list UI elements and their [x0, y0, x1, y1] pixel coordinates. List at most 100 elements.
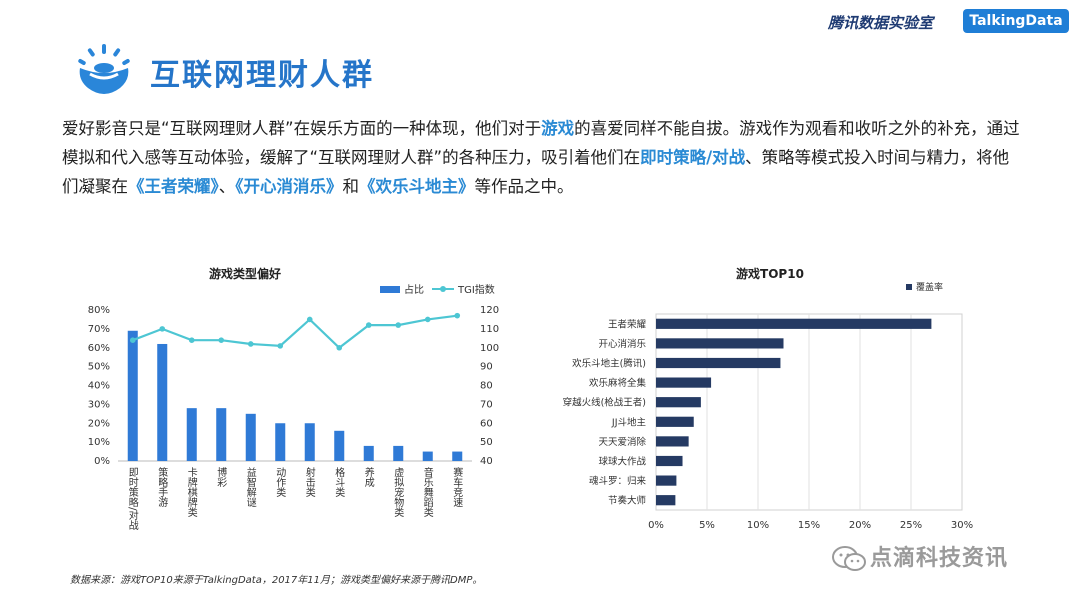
highlight-text: 《开心消消乐》	[235, 177, 343, 196]
intro-text: 和	[342, 177, 360, 196]
chart-title: 游戏类型偏好	[209, 266, 281, 281]
y-tick-label: 穿越火线(枪战王者)	[563, 397, 646, 409]
legend-swatch-bar	[380, 286, 400, 293]
tgi-point	[306, 316, 313, 323]
bar	[656, 416, 694, 427]
tgi-point	[218, 337, 225, 343]
watermark: 点滴科技资讯	[832, 540, 1008, 572]
x-tick-label: 射击类	[303, 467, 315, 498]
highlight-text: 游戏	[541, 119, 575, 138]
intro-text: 的喜爱同样不能自拔。游戏作为观看和收听之外的补充，通过模拟和代入感等互动体验，缓…	[62, 119, 1020, 167]
legend-swatch	[906, 284, 912, 290]
y-left-tick-label: 40%	[88, 381, 110, 392]
y-left-tick-label: 70%	[88, 324, 110, 335]
brand-name: 腾讯数据实验室	[828, 14, 934, 32]
highlight-text: 即时策略/对战	[640, 148, 746, 167]
bar	[656, 475, 677, 486]
y-left-tick-label: 30%	[88, 399, 110, 410]
page-title: 互联网理财人群	[150, 58, 374, 93]
legend-label: 占比	[404, 283, 424, 296]
x-tick-label: 0%	[648, 520, 664, 531]
y-right-tick-label: 110	[480, 324, 499, 335]
game-top10-chart: 游戏TOP10 覆盖率 0% 5% 10% 15% 20% 25% 30% 王者荣耀开心消消乐欢乐…	[563, 266, 974, 531]
y-right-tick-label: 80	[480, 381, 493, 392]
legend-label: 覆盖率	[916, 281, 943, 293]
y-tick-label: 球球大作战	[598, 456, 646, 468]
y-right-tick-label: 40	[480, 456, 493, 467]
tgi-line	[132, 314, 458, 350]
tgi-point	[129, 337, 136, 343]
bar	[275, 423, 286, 461]
bar	[157, 343, 168, 461]
bar	[656, 377, 712, 388]
highlight-text: 《欢乐斗地主》	[359, 177, 475, 196]
tgi-point	[395, 322, 402, 328]
x-tick-label: 15%	[798, 520, 820, 531]
x-tick-label: 赛车竞速	[451, 466, 463, 507]
intro-text: 、策略等模式投入时间与精力，将他们凝聚在	[62, 148, 1010, 196]
x-tick-label: 养成	[362, 466, 374, 488]
tgi-point	[454, 312, 461, 319]
chart-title: 游戏TOP10	[736, 266, 804, 281]
x-tick-label: 格斗类	[333, 466, 345, 498]
intro-text: 等作品之中。	[474, 177, 574, 196]
y-left-tick-label: 20%	[88, 418, 110, 429]
source-note: 数据来源：游戏TOP10来源于TalkingData，2017年11月；游戏类型…	[70, 575, 483, 586]
wechat-icon	[832, 546, 866, 571]
x-tick-label: 25%	[900, 520, 922, 531]
x-tick-label: 即时策略/对战	[126, 467, 138, 531]
y-tick-label: 欢乐麻将全集	[589, 377, 647, 389]
tgi-point	[188, 337, 195, 343]
y-left-tick-label: 0%	[94, 456, 110, 467]
bar	[656, 436, 689, 447]
tgi-point	[365, 322, 372, 328]
watermark-text: 点滴科技资讯	[870, 546, 1009, 571]
y-tick-label: 节奏大师	[608, 495, 646, 507]
tgi-point	[277, 343, 284, 349]
bar	[334, 430, 345, 461]
x-tick-label: 益智解谜	[244, 466, 256, 508]
x-tick-label: 30%	[951, 520, 973, 531]
bar	[656, 357, 781, 369]
tgi-point	[159, 326, 166, 332]
y-right-tick-label: 90	[480, 362, 493, 373]
x-tick-label: 10%	[747, 520, 769, 531]
bar	[186, 408, 197, 461]
x-tick-label: 博彩	[215, 466, 227, 488]
bar	[452, 451, 463, 461]
y-right-tick-label: 70	[480, 399, 493, 410]
highlight-text: 《王者荣耀》	[128, 177, 219, 196]
intro-text: 爱好影音只是“互联网理财人群”在娱乐方面的一种体现，他们对于	[62, 119, 542, 138]
y-tick-label: 开心消消乐	[598, 338, 646, 350]
legend-marker	[440, 286, 446, 292]
x-tick-label: 卡牌棋牌类	[185, 466, 197, 518]
y-left-tick-label: 60%	[88, 343, 110, 354]
bar	[245, 413, 256, 461]
legend-label: TGI指数	[457, 283, 495, 296]
bar	[216, 408, 227, 461]
y-tick-label: 王者荣耀	[608, 318, 647, 330]
y-tick-label: 天天爱消除	[598, 436, 646, 448]
bar	[127, 330, 138, 461]
bar	[656, 455, 683, 467]
bar	[393, 445, 404, 461]
money-ingot-icon	[78, 44, 130, 94]
y-tick-label: JJ斗地主	[611, 416, 646, 428]
y-right-tick-label: 60	[480, 418, 493, 429]
x-tick-label: 5%	[699, 520, 715, 531]
bar	[363, 445, 374, 461]
intro-paragraph: 爱好影音只是“互联网理财人群”在娱乐方面的一种体现，他们对于游戏的喜爱同样不能自…	[62, 114, 1022, 201]
bar	[656, 318, 932, 329]
brand-badge: TalkingData	[963, 9, 1069, 33]
bar	[656, 338, 784, 349]
y-tick-label: 魂斗罗：归来	[589, 475, 647, 487]
y-right-tick-label: 120	[480, 305, 499, 316]
y-tick-label: 欢乐斗地主(腾讯)	[572, 358, 646, 370]
tgi-point	[336, 344, 343, 351]
bar	[304, 423, 315, 461]
y-left-tick-label: 10%	[88, 437, 110, 448]
x-tick-label: 虚拟宠物类	[392, 467, 404, 518]
tgi-point	[424, 316, 431, 323]
bar	[656, 495, 676, 506]
